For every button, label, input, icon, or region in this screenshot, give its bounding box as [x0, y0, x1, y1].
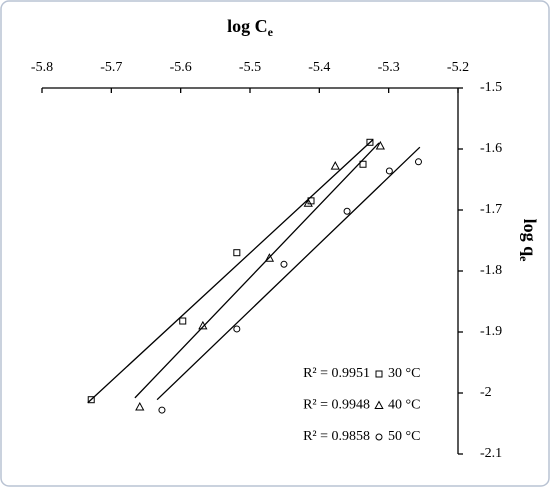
- marker-square: [179, 317, 187, 325]
- marker-circle: [233, 325, 241, 333]
- marker-circle: [280, 260, 288, 268]
- x-tick-label: -5.8: [31, 60, 53, 75]
- legend-marker: [374, 400, 384, 409]
- marker-triangle: [135, 401, 145, 411]
- legend-label: 30 °C: [388, 366, 420, 381]
- x-tick-label: -5.5: [239, 60, 261, 75]
- r2-label: R² = 0.9951: [303, 366, 370, 381]
- marker-circle: [385, 167, 393, 175]
- y-tick-label: -1.9: [480, 324, 502, 339]
- x-tick-label: -5.2: [447, 60, 469, 75]
- marker-circle: [158, 406, 166, 414]
- fit-line: [87, 139, 374, 404]
- fit-line: [134, 142, 380, 399]
- marker-circle: [343, 207, 351, 215]
- marker-triangle: [375, 140, 385, 150]
- r2-label: R² = 0.9948: [303, 398, 370, 413]
- y-tick-label: -1.7: [480, 202, 502, 217]
- marker-square: [87, 396, 95, 404]
- y-tick-label: -2.1: [480, 446, 502, 461]
- marker-triangle: [264, 253, 275, 262]
- fit-line: [156, 146, 421, 401]
- marker-square: [233, 249, 241, 257]
- y-tick-label: -1.5: [480, 80, 502, 95]
- marker-square: [366, 138, 374, 146]
- y-tick-label: -1.8: [480, 263, 502, 278]
- x-tick-label: -5.4: [308, 60, 330, 75]
- legend-marker: [375, 370, 383, 378]
- marker-square: [359, 160, 367, 168]
- marker-triangle: [330, 161, 340, 170]
- x-axis-title: log Ce: [227, 16, 274, 39]
- legend-label: 40 °C: [388, 398, 420, 413]
- y-axis-title-main: log q: [520, 219, 540, 257]
- y-tick-label: -2: [480, 385, 492, 400]
- x-axis-title-main: log C: [227, 16, 268, 36]
- marker-circle: [414, 158, 422, 166]
- r2-label: R² = 0.9858: [303, 429, 370, 444]
- y-axis-title-sub: e: [517, 256, 531, 262]
- x-tick-label: -5.6: [170, 60, 192, 75]
- x-axis-title-sub: e: [268, 25, 274, 39]
- x-tick-label: -5.7: [100, 60, 122, 75]
- y-tick-label: -1.6: [480, 141, 502, 156]
- legend-label: 50 °C: [388, 429, 420, 444]
- x-tick-label: -5.3: [378, 60, 400, 75]
- marker-triangle: [303, 198, 313, 207]
- legend-marker: [375, 433, 383, 441]
- marker-triangle: [198, 320, 208, 330]
- y-axis-title: log qe: [517, 219, 540, 263]
